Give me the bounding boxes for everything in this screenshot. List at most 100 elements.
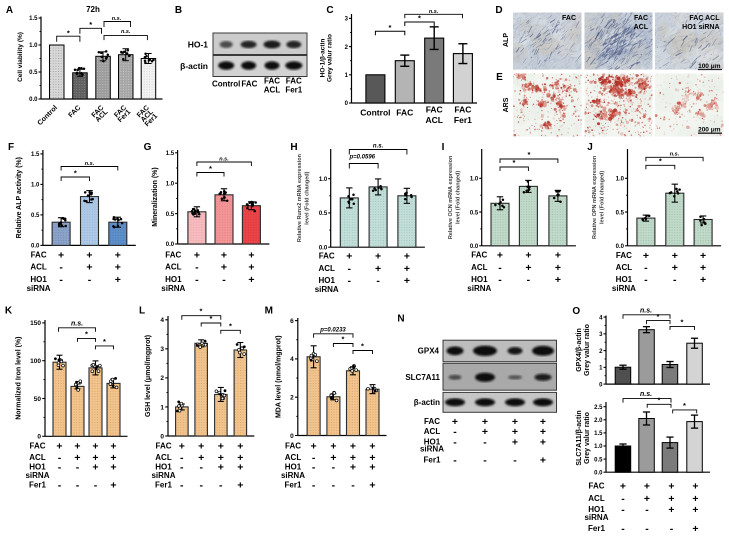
svg-text:+: + [692,481,698,493]
svg-text:0.5: 0.5 [470,210,479,216]
svg-text:2: 2 [160,375,164,382]
svg-text:p=0.0596: p=0.0596 [349,155,376,161]
svg-text:siRNA: siRNA [467,284,491,293]
svg-text:0.0: 0.0 [470,244,479,250]
svg-text:-: - [645,523,649,535]
svg-text:1.0: 1.0 [470,177,479,183]
svg-text:+: + [482,426,488,438]
svg-text:-: - [58,480,62,492]
svg-text:+: + [672,262,678,274]
svg-text:Cell viability (%): Cell viability (%) [17,32,24,82]
svg-text:FAC: FAC [241,80,257,89]
svg-text:siRNA: siRNA [161,284,185,293]
svg-text:N: N [397,314,404,325]
svg-text:+: + [404,251,410,263]
svg-text:+: + [248,250,254,262]
svg-text:+: + [404,263,410,275]
svg-text:0.0: 0.0 [31,244,40,250]
svg-text:+: + [237,480,243,492]
svg-text:p=0.0233: p=0.0233 [319,327,346,333]
svg-text:n.s.: n.s. [71,321,83,328]
svg-text:siRNA: siRNA [281,471,305,480]
svg-text:Fer1: Fer1 [588,524,605,533]
svg-text:SLC7A11/β-actin: SLC7A11/β-actin [576,410,583,465]
svg-text:*: * [513,158,516,167]
svg-text:GPX4: GPX4 [418,347,440,356]
svg-text:+: + [92,452,98,464]
svg-text:-: - [180,452,184,464]
svg-text:+: + [218,462,224,474]
svg-text:-: - [527,274,531,286]
svg-text:siRNA: siRNA [25,471,49,480]
svg-text:Fer1: Fer1 [155,481,172,490]
svg-text:3: 3 [599,332,603,338]
svg-text:HO1 siRNA: HO1 siRNA [682,24,719,31]
svg-text:B: B [175,5,182,16]
svg-text:+: + [692,493,698,505]
svg-text:Relative ALP activity (%): Relative ALP activity (%) [16,157,23,238]
svg-text:+: + [110,452,116,464]
svg-text:*: * [229,322,232,331]
svg-text:+: + [237,462,243,474]
svg-text:-: - [58,452,62,464]
svg-text:+: + [74,441,80,453]
svg-text:+: + [672,250,678,262]
svg-text:*: * [89,20,92,29]
svg-text:-: - [76,480,80,492]
svg-text:n.s.: n.s. [640,307,652,314]
svg-text:1.0: 1.0 [166,181,175,187]
svg-text:FAC: FAC [264,77,280,86]
svg-text:GSH level (μmol/mgprot): GSH level (μmol/mgprot) [145,335,152,417]
svg-text:ACL: ACL [634,24,649,31]
svg-text:+: + [110,441,116,453]
svg-text:Grey valur ratio: Grey valur ratio [584,412,591,464]
svg-text:-: - [59,274,63,286]
svg-text:-: - [483,437,487,449]
svg-text:+: + [482,416,488,428]
svg-text:-: - [195,274,199,286]
svg-text:0: 0 [37,434,41,441]
svg-text:HO1: HO1 [471,275,488,284]
svg-text:-: - [621,504,625,516]
svg-text:4: 4 [160,317,164,324]
svg-text:+: + [198,441,204,453]
svg-text:*: * [681,318,684,327]
svg-text:-: - [644,262,648,274]
svg-text:+: + [110,480,116,492]
svg-text:0.0: 0.0 [29,97,38,103]
svg-text:0: 0 [345,101,349,107]
svg-text:HO1: HO1 [318,276,335,285]
svg-text:ACL: ACL [30,263,47,272]
svg-text:HO1: HO1 [155,463,172,472]
svg-text:2.5: 2.5 [594,405,603,411]
svg-text:-: - [453,455,457,467]
svg-text:ACL: ACL [616,263,633,272]
svg-text:3: 3 [160,346,164,353]
svg-text:Relative OPN mRNA expression: Relative OPN mRNA expression [592,155,598,239]
svg-text:0.5: 0.5 [166,212,175,218]
svg-text:+: + [540,426,546,438]
svg-text:E: E [496,72,503,83]
svg-text:ACL: ACL [285,453,302,462]
svg-text:+: + [58,250,64,262]
svg-text:ACL: ACL [588,494,605,503]
svg-text:+: + [525,250,531,262]
svg-text:-: - [222,274,226,286]
svg-text:siRNA: siRNA [584,513,608,522]
svg-text:+: + [644,493,650,505]
svg-text:G: G [144,142,152,153]
svg-text:*: * [683,401,686,410]
svg-text:HO-1: HO-1 [188,40,209,50]
svg-text:+: + [194,250,200,262]
svg-text:-: - [312,480,316,492]
svg-text:n.s.: n.s. [640,391,652,398]
svg-text:M: M [265,306,273,317]
svg-text:Relative OCN mRNA expression: Relative OCN mRNA expression [448,155,454,239]
svg-text:Relative Runx2 mRNA expression: Relative Runx2 mRNA expression [297,153,303,242]
svg-text:-: - [483,455,487,467]
svg-text:-: - [76,462,80,474]
svg-text:+: + [237,441,243,453]
svg-text:1.5: 1.5 [594,431,603,437]
svg-text:β-actin: β-actin [414,398,440,407]
svg-text:50: 50 [34,396,42,403]
